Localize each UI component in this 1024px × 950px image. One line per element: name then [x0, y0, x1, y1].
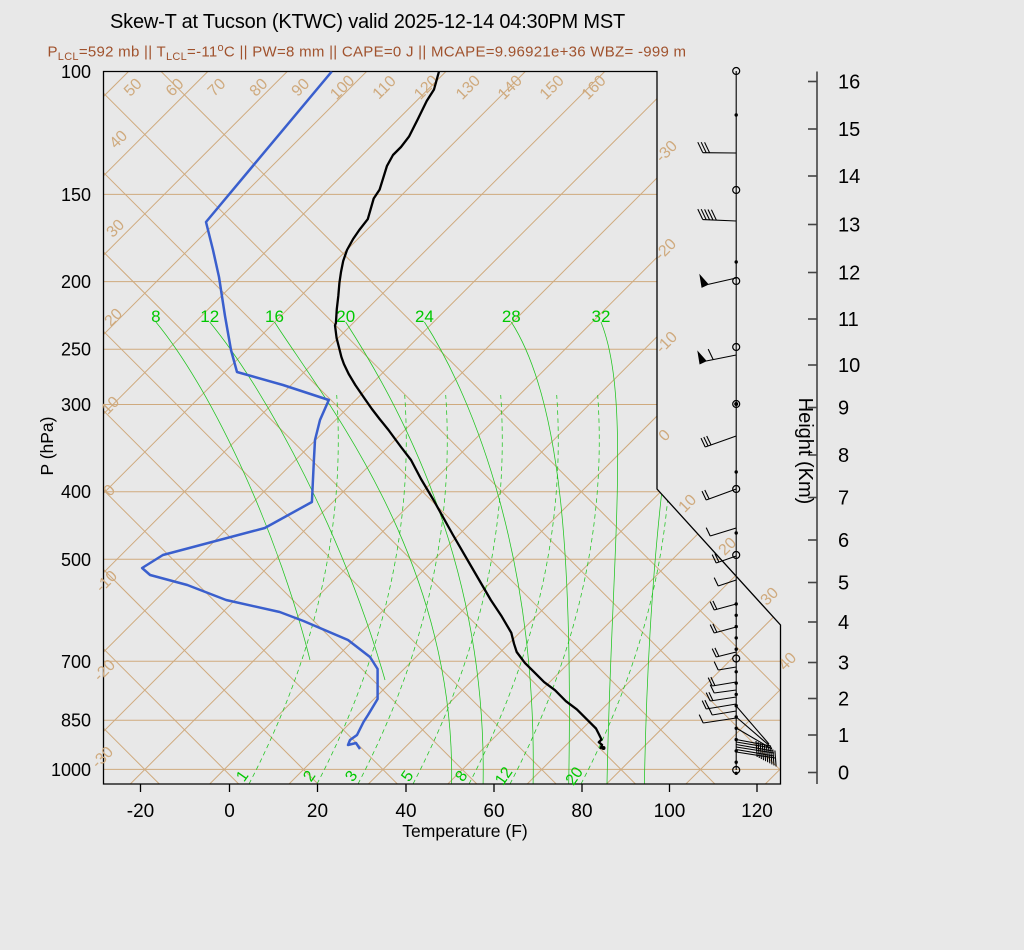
svg-text:60: 60	[483, 801, 504, 822]
svg-text:15: 15	[838, 119, 860, 141]
svg-text:12: 12	[838, 263, 860, 285]
svg-text:20: 20	[336, 307, 355, 326]
svg-text:700: 700	[61, 652, 91, 672]
svg-text:40: 40	[395, 801, 416, 822]
svg-text:300: 300	[61, 395, 91, 415]
svg-text:4: 4	[838, 612, 849, 634]
svg-text:28: 28	[502, 307, 521, 326]
svg-text:0: 0	[838, 763, 849, 785]
svg-text:500: 500	[61, 550, 91, 570]
svg-text:10: 10	[838, 355, 860, 377]
svg-text:3: 3	[838, 653, 849, 675]
svg-text:1: 1	[838, 725, 849, 747]
svg-text:Skew-T at Tucson (KTWC) valid: Skew-T at Tucson (KTWC) valid 2025-12-14…	[110, 11, 625, 33]
svg-text:100: 100	[654, 801, 686, 822]
svg-text:Temperature (F): Temperature (F)	[402, 821, 527, 841]
svg-text:Height (Km): Height (Km)	[794, 398, 816, 505]
svg-text:8: 8	[838, 445, 849, 467]
svg-text:PLCL=592 mb || TLCL=-11oC || P: PLCL=592 mb || TLCL=-11oC || PW=8 mm || …	[48, 42, 687, 63]
svg-text:20: 20	[307, 801, 328, 822]
svg-text:850: 850	[61, 711, 91, 731]
svg-text:250: 250	[61, 340, 91, 360]
svg-text:0: 0	[224, 801, 235, 822]
svg-text:32: 32	[592, 307, 611, 326]
svg-text:2: 2	[838, 689, 849, 711]
svg-text:120: 120	[741, 801, 773, 822]
svg-text:9: 9	[838, 398, 849, 420]
svg-text:14: 14	[838, 166, 860, 188]
svg-text:150: 150	[61, 185, 91, 205]
svg-text:7: 7	[838, 488, 849, 510]
svg-text:200: 200	[61, 272, 91, 292]
svg-text:80: 80	[571, 801, 592, 822]
svg-text:P (hPa): P (hPa)	[37, 416, 57, 475]
svg-text:400: 400	[61, 482, 91, 502]
svg-text:24: 24	[415, 307, 434, 326]
svg-text:100: 100	[61, 62, 91, 82]
svg-text:12: 12	[200, 307, 219, 326]
svg-text:13: 13	[838, 215, 860, 237]
svg-text:16: 16	[838, 72, 860, 94]
svg-text:11: 11	[838, 309, 859, 331]
svg-text:5: 5	[838, 573, 849, 595]
svg-text:-20: -20	[127, 801, 154, 822]
svg-text:1000: 1000	[51, 760, 91, 780]
svg-text:16: 16	[265, 307, 284, 326]
svg-text:8: 8	[151, 307, 160, 326]
svg-text:6: 6	[838, 530, 849, 552]
